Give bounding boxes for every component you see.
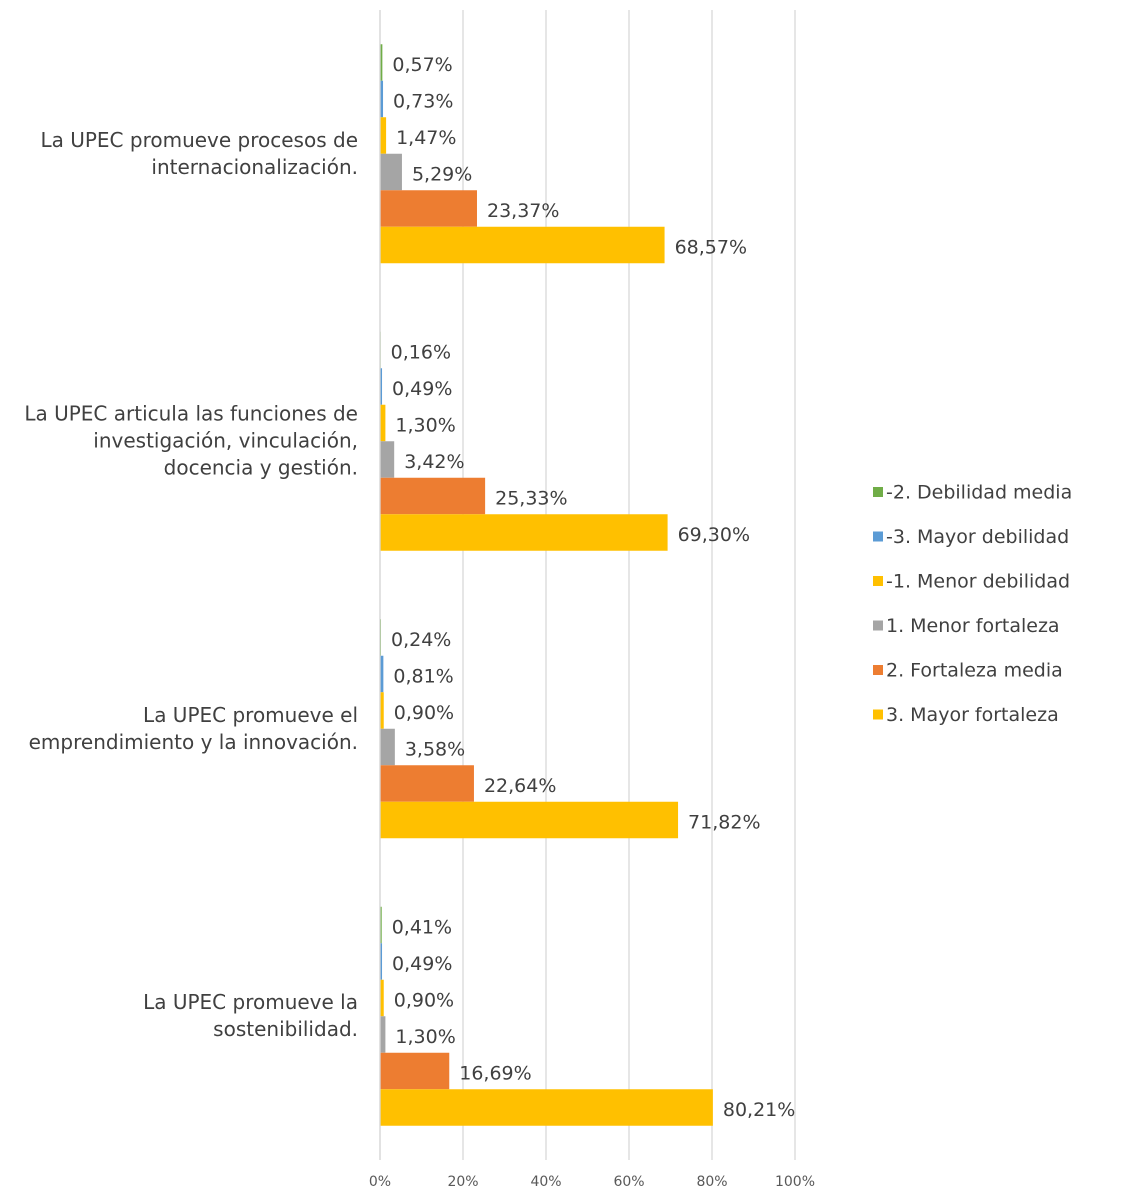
x-tick-label: 60%	[613, 1174, 644, 1190]
legend-label: 1. Menor fortaleza	[886, 615, 1060, 637]
x-tick-label: 0%	[369, 1174, 391, 1190]
bar	[380, 80, 384, 118]
legend-swatch	[873, 531, 883, 542]
value-label: 1,47%	[396, 127, 456, 149]
value-label: 23,37%	[487, 200, 559, 222]
legend-swatch	[873, 487, 883, 497]
value-label: 0,49%	[392, 953, 452, 975]
value-label: 22,64%	[484, 775, 556, 797]
value-label: 80,21%	[723, 1099, 795, 1121]
bar	[380, 477, 486, 515]
x-tick-label: 20%	[447, 1174, 478, 1190]
category-label: La UPEC promueve la sostenibilidad.	[143, 990, 358, 1042]
bar	[380, 1052, 450, 1090]
bar	[380, 404, 386, 442]
bar	[380, 1089, 713, 1126]
bar	[380, 1016, 386, 1053]
legend-label: 3. Mayor fortaleza	[886, 704, 1059, 726]
bar	[380, 441, 395, 478]
category-label: La UPEC promueve procesos de internacion…	[40, 127, 358, 179]
category-label: La UPEC articula las funciones de invest…	[24, 401, 358, 480]
bar	[380, 801, 679, 839]
x-tick-label: 40%	[530, 1174, 561, 1190]
legend-swatch	[873, 576, 883, 586]
bar	[380, 368, 383, 405]
value-label: 68,57%	[675, 237, 747, 259]
value-label: 0,57%	[392, 54, 452, 76]
legend-label: -3. Mayor debilidad	[886, 526, 1069, 548]
bar	[380, 943, 383, 980]
legend-swatch	[873, 709, 883, 720]
legend-label: 2. Fortaleza media	[886, 660, 1063, 682]
bar	[380, 728, 395, 766]
value-label: 0,24%	[391, 629, 451, 651]
bar	[380, 44, 383, 81]
value-label: 0,90%	[394, 990, 454, 1012]
bar	[380, 765, 474, 802]
x-tick-label: 80%	[696, 1174, 727, 1190]
value-label: 0,49%	[392, 378, 452, 400]
value-label: 25,33%	[495, 488, 567, 510]
value-label: 5,29%	[412, 164, 472, 186]
bar	[380, 153, 402, 191]
value-label: 0,41%	[392, 917, 452, 939]
legend-swatch	[873, 620, 883, 631]
value-label: 71,82%	[688, 812, 760, 834]
x-tick-label: 100%	[775, 1174, 815, 1190]
value-label: 3,42%	[404, 451, 464, 473]
bar	[380, 190, 477, 227]
bar	[380, 655, 384, 693]
value-label: 69,30%	[678, 524, 750, 546]
legend-label: -2. Debilidad media	[886, 482, 1072, 504]
value-label: 0,16%	[391, 342, 451, 364]
value-label: 0,81%	[393, 666, 453, 688]
value-label: 3,58%	[405, 739, 465, 761]
bar	[380, 692, 384, 729]
bar	[380, 117, 387, 154]
value-label: 16,69%	[459, 1063, 531, 1085]
bar	[380, 514, 668, 551]
bar	[380, 906, 382, 944]
bar	[380, 226, 665, 264]
value-label: 0,73%	[393, 91, 453, 113]
value-label: 1,30%	[395, 415, 455, 437]
category-label: La UPEC promueve el emprendimiento y la …	[28, 702, 358, 754]
bar	[380, 979, 384, 1017]
legend-label: -1. Menor debilidad	[886, 571, 1070, 593]
value-label: 1,30%	[395, 1026, 455, 1048]
value-label: 0,90%	[394, 702, 454, 724]
legend-swatch	[873, 665, 883, 675]
